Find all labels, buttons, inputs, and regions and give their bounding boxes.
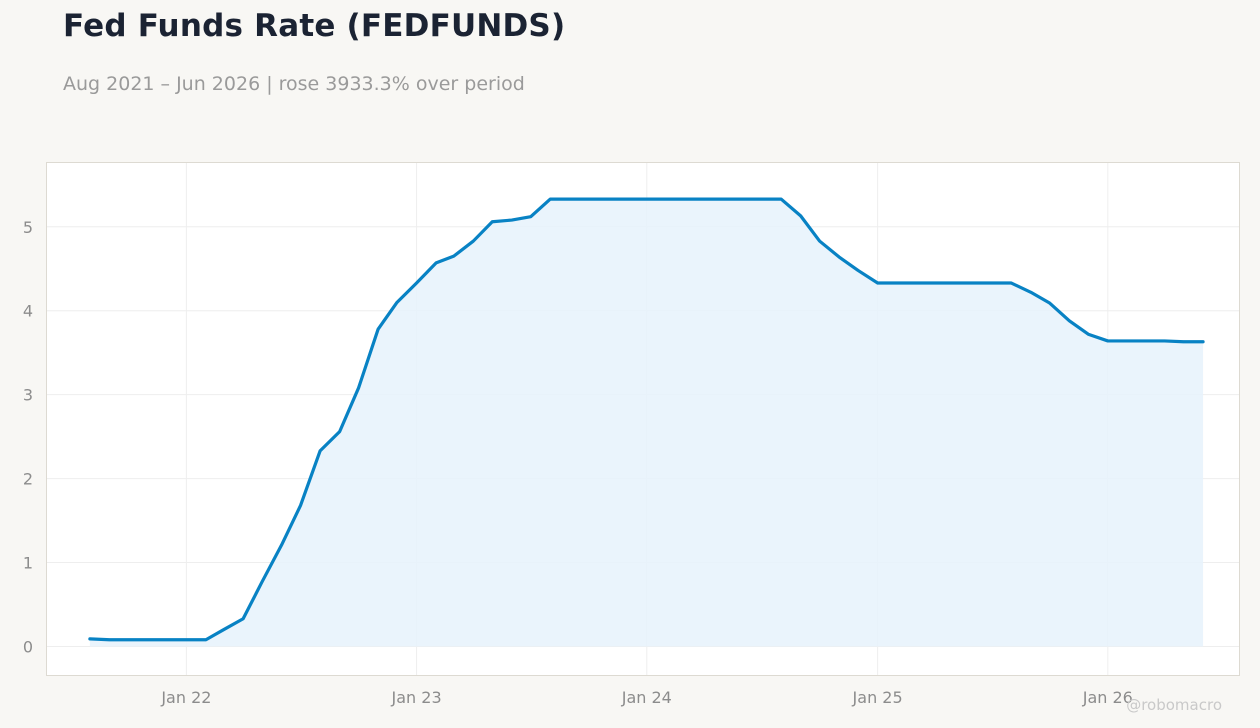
x-tick-label: Jan 24 — [621, 688, 672, 707]
y-axis-ticks: 0 1 2 3 4 5 — [23, 218, 33, 657]
series-line — [88, 197, 1205, 642]
x-axis-ticks: Jan 22 Jan 23 Jan 24 Jan 25 Jan 26 — [160, 688, 1133, 707]
series-area-group — [89, 199, 1204, 647]
y-tick-label: 2 — [23, 470, 33, 489]
x-tick-label: Jan 25 — [852, 688, 903, 707]
x-tick-label: Jan 22 — [160, 688, 211, 707]
series-area — [89, 199, 1204, 647]
x-tick-label: Jan 23 — [391, 688, 442, 707]
chart-title: Fed Funds Rate (FEDFUNDS) — [63, 8, 566, 44]
y-tick-label: 4 — [23, 302, 33, 321]
chart-subtitle: Aug 2021 – Jun 2026 | rose 3933.3% over … — [63, 73, 525, 95]
y-tick-label: 1 — [23, 554, 33, 573]
series-line-group — [88, 197, 1205, 642]
watermark: @robomacro — [1126, 696, 1222, 714]
y-tick-label: 3 — [23, 386, 33, 405]
x-tick-label: Jan 26 — [1082, 688, 1133, 707]
y-tick-label: 5 — [23, 218, 33, 237]
y-tick-label: 0 — [23, 637, 33, 656]
